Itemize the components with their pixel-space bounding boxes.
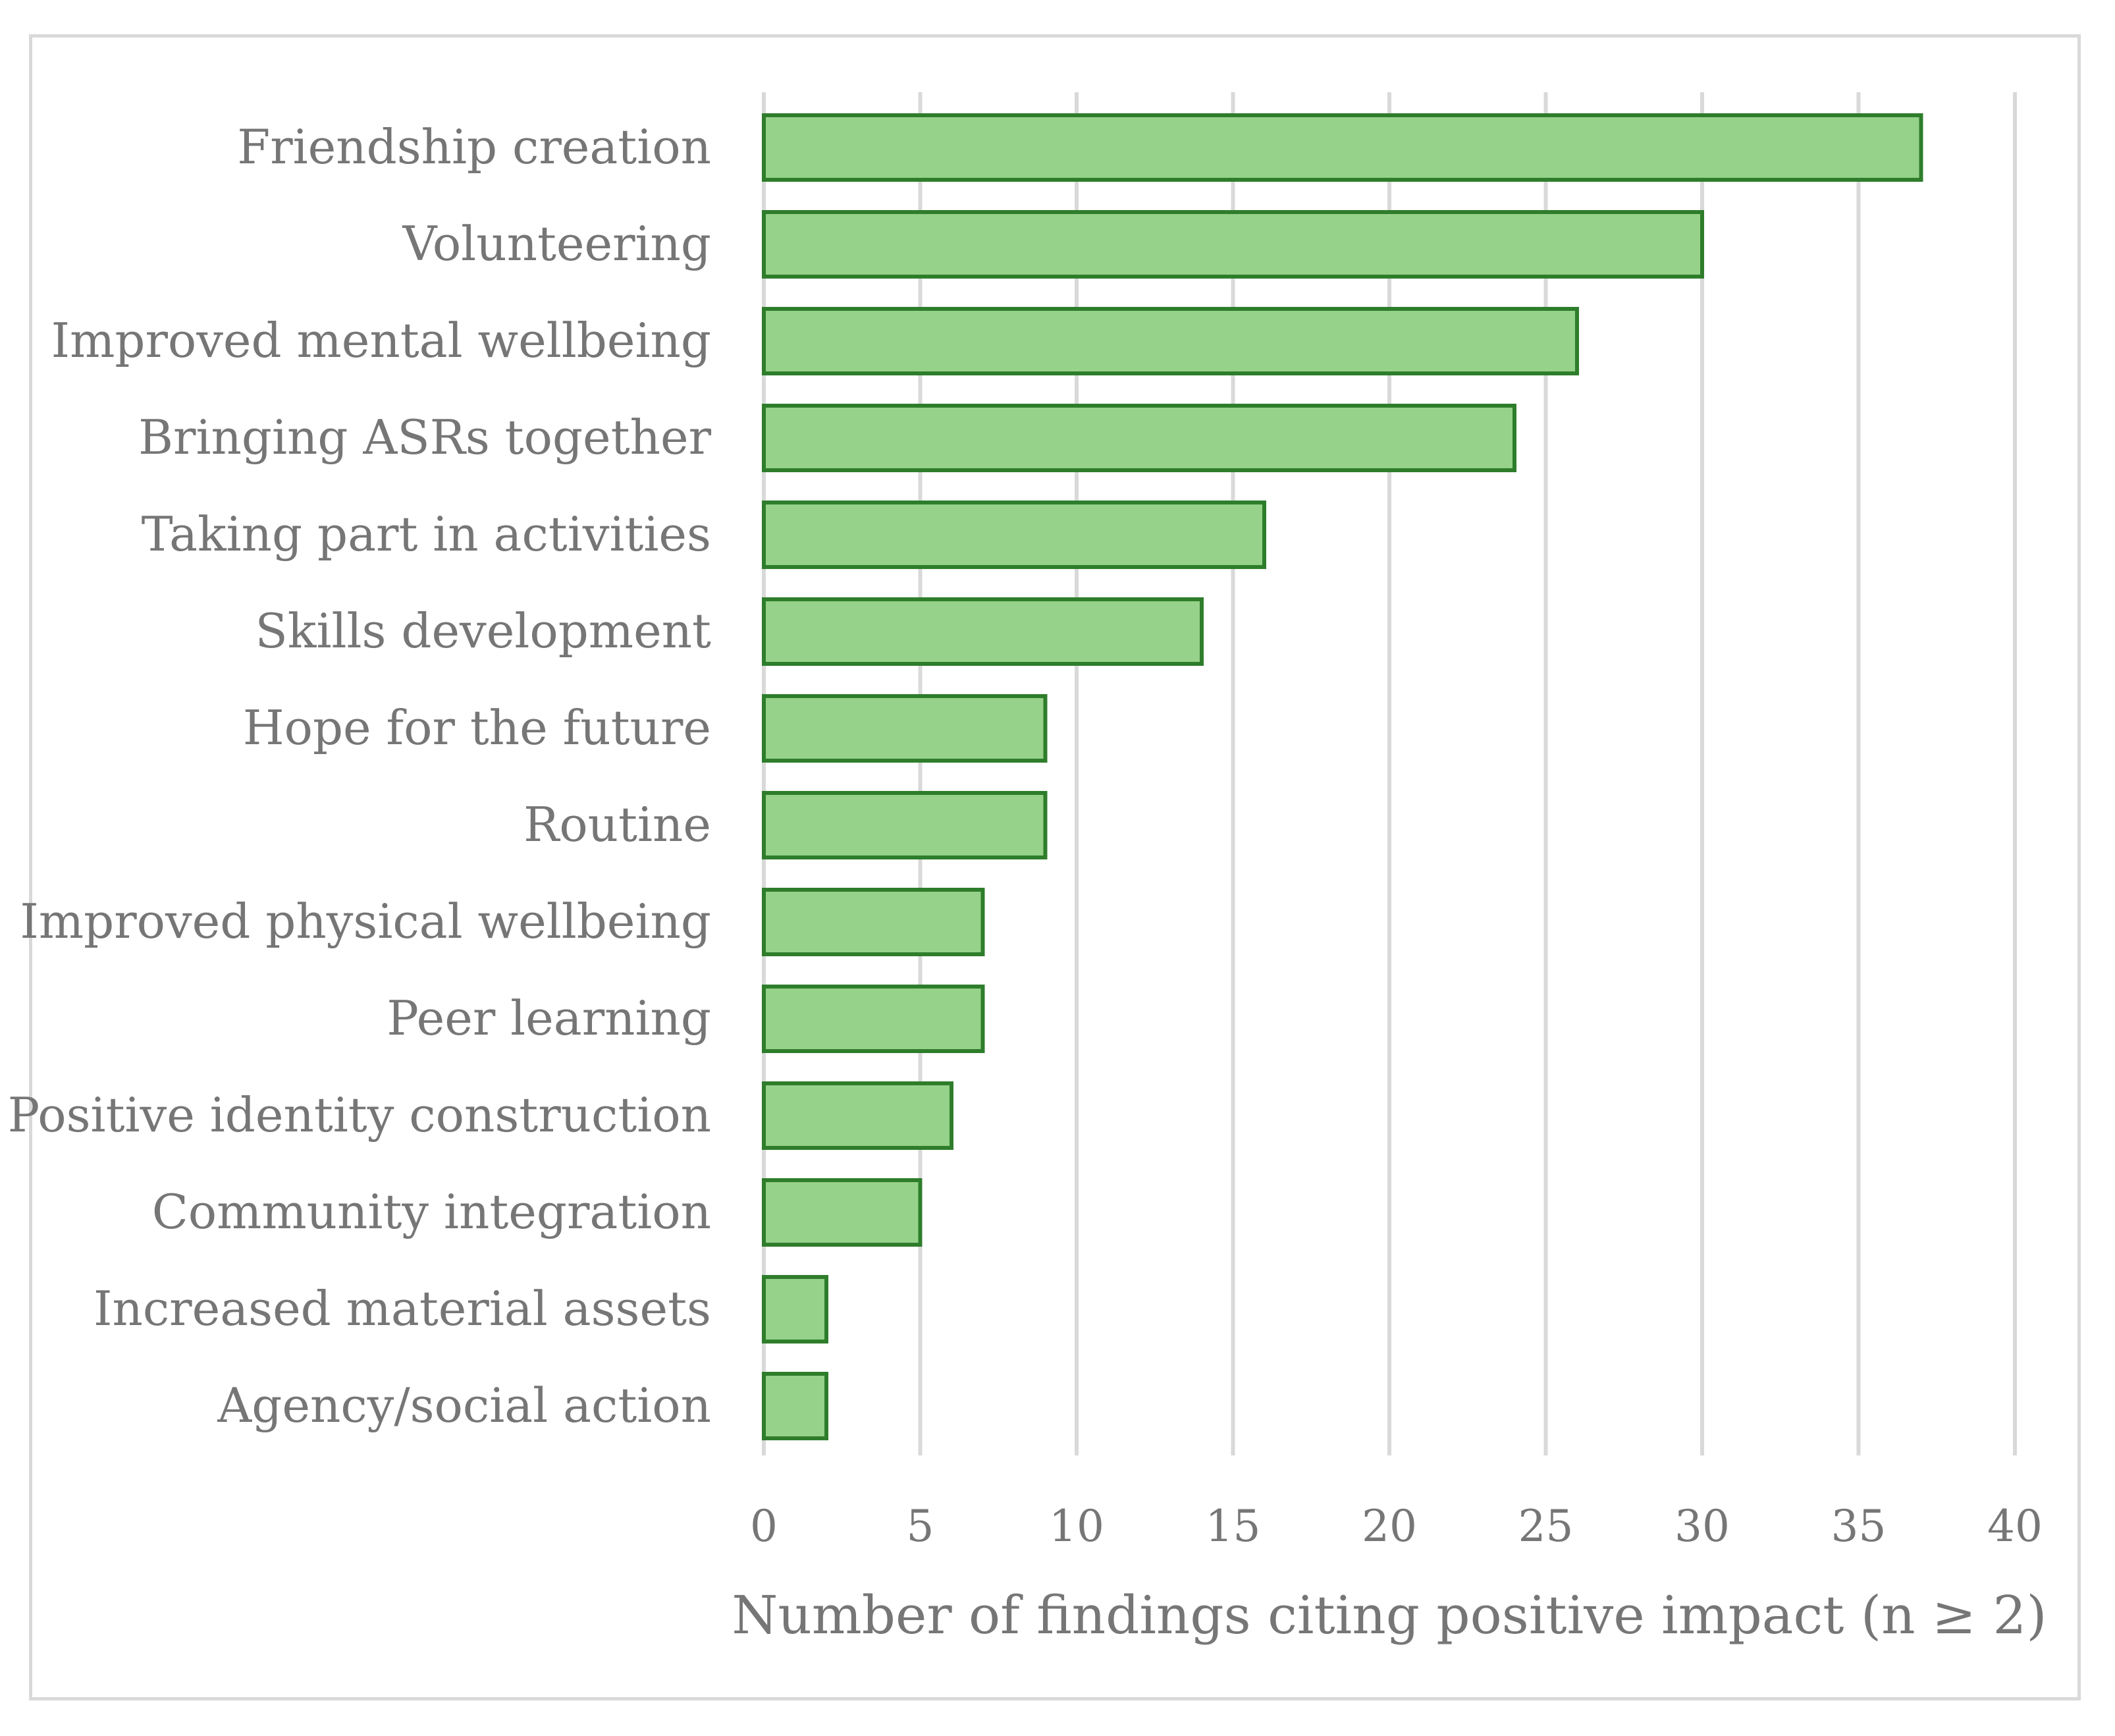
bar xyxy=(762,404,1516,472)
category-label: Peer learning xyxy=(387,990,711,1046)
x-axis-title: Number of findings citing positive impac… xyxy=(732,1585,2047,1646)
category-label: Taking part in activities xyxy=(142,506,711,562)
category-label: Increased material assets xyxy=(94,1281,711,1336)
x-tick-label: 35 xyxy=(1831,1501,1887,1552)
category-label: Friendship creation xyxy=(237,119,711,175)
x-tick-label: 0 xyxy=(750,1501,778,1552)
bar xyxy=(762,791,1048,859)
category-label: Positive identity construction xyxy=(8,1087,711,1143)
x-tick-label: 15 xyxy=(1206,1501,1261,1552)
category-label: Improved mental wellbeing xyxy=(51,313,711,368)
category-label: Agency/social action xyxy=(217,1378,711,1433)
x-tick-label: 25 xyxy=(1518,1501,1574,1552)
category-label: Bringing ASRs together xyxy=(138,410,711,465)
category-label: Improved physical wellbeing xyxy=(20,894,711,949)
gridlines xyxy=(762,92,2017,1455)
x-tick-labels: 0 5 10 15 20 25 30 35 40 xyxy=(750,1501,2043,1552)
bar xyxy=(762,210,1704,279)
bar xyxy=(762,1372,828,1440)
x-tick-label: 5 xyxy=(907,1501,934,1552)
category-label: Skills development xyxy=(255,603,711,659)
bar xyxy=(762,597,1204,666)
bar xyxy=(762,1275,828,1343)
category-label: Community integration xyxy=(152,1184,711,1239)
x-tick-label: 10 xyxy=(1049,1501,1104,1552)
category-label: Volunteering xyxy=(402,216,711,271)
bar xyxy=(762,113,1923,182)
category-labels: Friendship creation Volunteering Improved … xyxy=(8,119,712,1433)
x-tick-label: 20 xyxy=(1362,1501,1417,1552)
category-label: Hope for the future xyxy=(243,700,711,755)
bar xyxy=(762,694,1048,763)
bar xyxy=(762,501,1266,569)
bar xyxy=(762,888,985,956)
bars xyxy=(762,113,1923,1440)
bar xyxy=(762,1178,923,1247)
bar xyxy=(762,307,1579,375)
x-tick-label: 40 xyxy=(1987,1501,2043,1552)
x-tick-label: 30 xyxy=(1674,1501,1730,1552)
bar xyxy=(762,1081,953,1150)
bar xyxy=(762,985,985,1053)
category-label: Routine xyxy=(523,797,711,852)
